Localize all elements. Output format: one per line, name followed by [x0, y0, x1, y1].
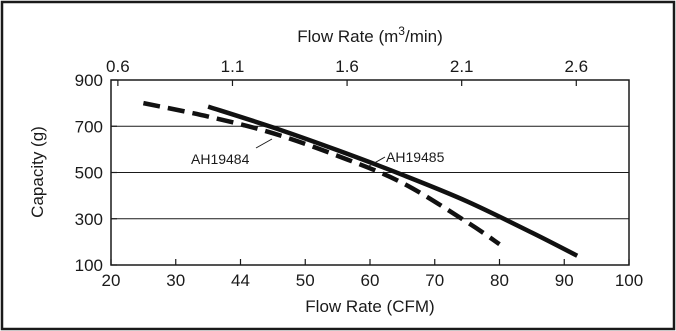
- x2-tick-label: 1.6: [335, 57, 359, 76]
- series-line-ah19485: [207, 104, 579, 258]
- grid-lines: [111, 125, 629, 220]
- x-tick-label: 50: [296, 271, 315, 290]
- series-line-ah19484: [142, 100, 501, 247]
- x2-tick-label: 2.6: [564, 57, 588, 76]
- x2-tick-label: 2.1: [450, 57, 474, 76]
- series-group: [142, 100, 579, 258]
- y-tick-label: 900: [75, 71, 103, 90]
- x-tick-label: 30: [166, 271, 185, 290]
- left-axis-ticks: 100 300 500 700 900: [75, 71, 117, 275]
- bottom-axis-ticks: 20 30 44 50 60 70 80 90 100: [102, 259, 643, 290]
- leader-ah19485: [368, 156, 386, 167]
- y-tick-label: 100: [75, 256, 103, 275]
- x-tick-label: 90: [555, 271, 574, 290]
- top-axis-title-end: /min): [405, 27, 443, 46]
- x2-tick-label: 1.1: [221, 57, 245, 76]
- left-axis-title: Capacity (g): [28, 126, 47, 218]
- top-axis-ticks: 0.6 1.1 1.6 2.1 2.6: [106, 57, 588, 86]
- y-tick-label: 700: [75, 117, 103, 136]
- x-tick-label: 60: [361, 271, 380, 290]
- x-tick-label: 70: [425, 271, 444, 290]
- x-tick-label: 20: [102, 271, 121, 290]
- annotation-ah19484: AH19484: [191, 151, 250, 167]
- x-tick-label: 100: [615, 271, 643, 290]
- y-tick-label: 500: [75, 164, 103, 183]
- annotations-group: AH19484 AH19485: [191, 138, 445, 167]
- x2-tick-label: 0.6: [106, 57, 130, 76]
- top-axis-title-main: Flow Rate (m: [297, 27, 398, 46]
- x-tick-label: 44: [231, 271, 250, 290]
- annotation-ah19485: AH19485: [386, 149, 445, 165]
- top-axis-title-sup: 3: [398, 24, 405, 38]
- top-axis-title: Flow Rate (m3/min): [297, 24, 443, 46]
- x-tick-label: 80: [490, 271, 509, 290]
- leader-ah19484: [255, 138, 273, 149]
- bottom-axis-title: Flow Rate (CFM): [305, 297, 434, 316]
- y-tick-label: 300: [75, 210, 103, 229]
